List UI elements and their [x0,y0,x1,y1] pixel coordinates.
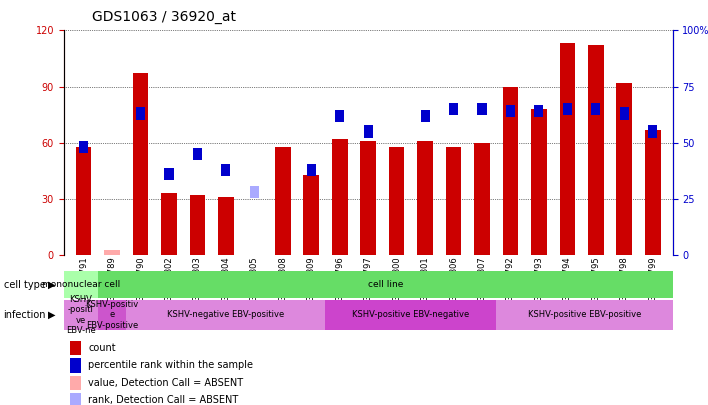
Text: value, Detection Call = ABSENT: value, Detection Call = ABSENT [88,378,244,388]
Bar [222,164,230,176]
Bar [98,300,126,330]
Bar [474,143,490,255]
Bar [190,195,205,255]
Bar [389,147,404,255]
Bar [449,103,458,115]
Bar [307,164,316,176]
Text: KSHV-negative EBV-positive: KSHV-negative EBV-positive [167,310,285,320]
Bar [360,141,376,255]
Bar [275,147,290,255]
Bar [70,341,81,355]
Bar [304,175,319,255]
Text: KSHV
-positi
ve
EBV-ne: KSHV -positi ve EBV-ne [66,295,96,335]
Bar [70,393,81,405]
Bar [104,249,120,255]
Text: mononuclear cell: mononuclear cell [42,280,120,289]
Text: ▶: ▶ [48,310,56,320]
Bar [677,110,685,122]
Bar [76,147,91,255]
Bar [193,148,202,160]
Bar [250,186,259,198]
Bar [503,87,518,255]
Bar [506,105,515,117]
Text: KSHV-positive EBV-negative: KSHV-positive EBV-negative [352,310,469,320]
Bar [136,107,145,120]
Bar [332,139,348,255]
Bar [563,103,572,115]
Bar [535,105,544,117]
Text: cell line: cell line [367,280,403,289]
Bar [648,125,657,138]
Bar [531,109,547,255]
Bar [326,300,496,330]
Text: percentile rank within the sample: percentile rank within the sample [88,360,253,371]
Bar [591,103,600,115]
Bar [79,141,88,153]
Bar [417,141,433,255]
Text: cell type: cell type [4,280,45,290]
Bar [496,300,673,330]
Bar [588,45,604,255]
Bar [64,271,98,298]
Bar [477,103,486,115]
Text: ▶: ▶ [48,280,56,290]
Bar [126,300,326,330]
Bar [364,125,372,138]
Text: GDS1063 / 36920_at: GDS1063 / 36920_at [92,10,236,24]
Bar [70,376,81,390]
Bar [335,110,344,122]
Bar [446,147,462,255]
Bar [164,168,173,180]
Bar [421,110,430,122]
Bar [559,43,575,255]
Text: count: count [88,343,115,353]
Text: KSHV-positiv
e
EBV-positive: KSHV-positiv e EBV-positive [86,300,139,330]
Bar [70,358,81,373]
Text: KSHV-positive EBV-positive: KSHV-positive EBV-positive [527,310,641,320]
Bar [132,73,149,255]
Bar [218,197,234,255]
Text: rank, Detection Call = ABSENT: rank, Detection Call = ABSENT [88,395,239,405]
Text: infection: infection [4,310,46,320]
Bar [617,83,632,255]
Bar [620,107,629,120]
Bar [64,300,98,330]
Bar [673,122,689,255]
Bar [645,130,661,255]
Bar [161,193,177,255]
